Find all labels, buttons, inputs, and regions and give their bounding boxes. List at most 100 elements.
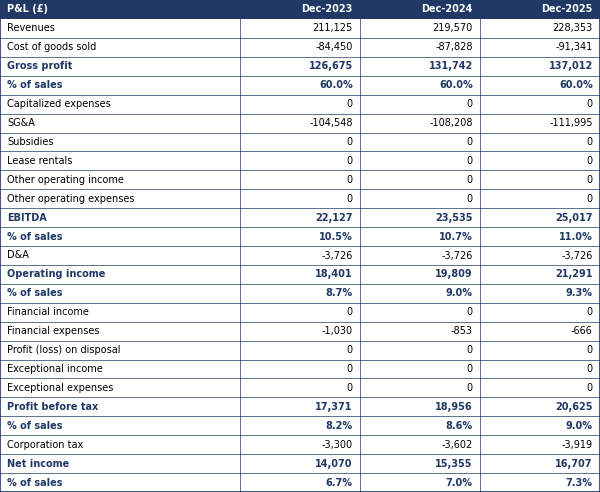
Text: 0: 0 xyxy=(467,194,473,204)
Text: -91,341: -91,341 xyxy=(556,42,593,52)
Text: 0: 0 xyxy=(347,345,353,355)
Text: -666: -666 xyxy=(571,326,593,336)
Bar xyxy=(0,473,600,492)
Text: Gross profit: Gross profit xyxy=(7,62,73,71)
Text: 23,535: 23,535 xyxy=(436,213,473,223)
Text: Capitalized expenses: Capitalized expenses xyxy=(7,99,111,109)
Bar xyxy=(0,454,600,473)
Text: -3,919: -3,919 xyxy=(562,440,593,450)
Text: 0: 0 xyxy=(587,137,593,147)
Bar xyxy=(0,152,600,170)
Text: 7.3%: 7.3% xyxy=(566,478,593,488)
Text: -3,726: -3,726 xyxy=(442,250,473,260)
Bar xyxy=(0,322,600,340)
Text: Exceptional expenses: Exceptional expenses xyxy=(7,383,113,393)
Bar xyxy=(0,189,600,208)
Text: Lease rentals: Lease rentals xyxy=(7,156,73,166)
Text: 0: 0 xyxy=(347,194,353,204)
Text: 0: 0 xyxy=(587,175,593,185)
Text: 9.3%: 9.3% xyxy=(566,288,593,298)
Text: 0: 0 xyxy=(587,194,593,204)
Text: Profit before tax: Profit before tax xyxy=(7,402,98,412)
Bar xyxy=(0,360,600,378)
Text: -3,602: -3,602 xyxy=(442,440,473,450)
Bar xyxy=(0,208,600,227)
Text: -3,300: -3,300 xyxy=(322,440,353,450)
Text: 17,371: 17,371 xyxy=(316,402,353,412)
Text: 60.0%: 60.0% xyxy=(319,80,353,90)
Text: -87,828: -87,828 xyxy=(436,42,473,52)
Text: % of sales: % of sales xyxy=(7,80,63,90)
Text: Dec-2024: Dec-2024 xyxy=(421,4,473,14)
Text: Financial income: Financial income xyxy=(7,308,89,317)
Text: 0: 0 xyxy=(467,308,473,317)
Text: 228,353: 228,353 xyxy=(553,24,593,33)
Bar xyxy=(0,265,600,284)
Text: 20,625: 20,625 xyxy=(556,402,593,412)
Text: 0: 0 xyxy=(587,156,593,166)
Bar xyxy=(0,435,600,454)
Text: 126,675: 126,675 xyxy=(308,62,353,71)
Text: 18,401: 18,401 xyxy=(315,270,353,279)
Text: -3,726: -3,726 xyxy=(562,250,593,260)
Bar xyxy=(0,76,600,94)
Text: 0: 0 xyxy=(587,345,593,355)
Text: 14,070: 14,070 xyxy=(316,459,353,468)
Text: 25,017: 25,017 xyxy=(556,213,593,223)
Bar xyxy=(0,284,600,303)
Text: 8.2%: 8.2% xyxy=(326,421,353,431)
Text: Dec-2023: Dec-2023 xyxy=(301,4,353,14)
Text: Cost of goods sold: Cost of goods sold xyxy=(7,42,97,52)
Bar xyxy=(0,0,600,19)
Text: 0: 0 xyxy=(347,156,353,166)
Bar xyxy=(0,94,600,114)
Text: 9.0%: 9.0% xyxy=(446,288,473,298)
Text: 19,809: 19,809 xyxy=(435,270,473,279)
Text: 9.0%: 9.0% xyxy=(566,421,593,431)
Bar xyxy=(0,170,600,189)
Text: 137,012: 137,012 xyxy=(548,62,593,71)
Text: 211,125: 211,125 xyxy=(313,24,353,33)
Text: D&A: D&A xyxy=(7,250,29,260)
Text: 0: 0 xyxy=(587,364,593,374)
Text: Financial expenses: Financial expenses xyxy=(7,326,100,336)
Text: Revenues: Revenues xyxy=(7,24,55,33)
Bar xyxy=(0,57,600,76)
Text: 0: 0 xyxy=(467,175,473,185)
Text: 0: 0 xyxy=(587,308,593,317)
Text: 21,291: 21,291 xyxy=(556,270,593,279)
Text: Operating income: Operating income xyxy=(7,270,106,279)
Bar xyxy=(0,340,600,360)
Text: EBITDA: EBITDA xyxy=(7,213,47,223)
Text: 0: 0 xyxy=(467,345,473,355)
Text: Subsidies: Subsidies xyxy=(7,137,54,147)
Text: % of sales: % of sales xyxy=(7,421,63,431)
Text: 0: 0 xyxy=(467,364,473,374)
Text: 0: 0 xyxy=(347,364,353,374)
Bar xyxy=(0,246,600,265)
Text: 15,355: 15,355 xyxy=(436,459,473,468)
Text: 8.6%: 8.6% xyxy=(446,421,473,431)
Text: P&L (£): P&L (£) xyxy=(7,4,48,14)
Text: 60.0%: 60.0% xyxy=(439,80,473,90)
Text: 6.7%: 6.7% xyxy=(326,478,353,488)
Text: 18,956: 18,956 xyxy=(435,402,473,412)
Text: % of sales: % of sales xyxy=(7,288,63,298)
Text: 0: 0 xyxy=(467,156,473,166)
Bar xyxy=(0,378,600,398)
Text: Other operating income: Other operating income xyxy=(7,175,124,185)
Text: Net income: Net income xyxy=(7,459,70,468)
Text: 0: 0 xyxy=(347,99,353,109)
Text: Dec-2025: Dec-2025 xyxy=(541,4,593,14)
Text: % of sales: % of sales xyxy=(7,232,63,242)
Text: % of sales: % of sales xyxy=(7,478,63,488)
Text: 0: 0 xyxy=(467,383,473,393)
Text: 219,570: 219,570 xyxy=(433,24,473,33)
Text: 8.7%: 8.7% xyxy=(326,288,353,298)
Text: -3,726: -3,726 xyxy=(322,250,353,260)
Text: 10.7%: 10.7% xyxy=(439,232,473,242)
Text: 131,742: 131,742 xyxy=(428,62,473,71)
Text: -104,548: -104,548 xyxy=(310,118,353,128)
Text: 0: 0 xyxy=(347,175,353,185)
Text: 0: 0 xyxy=(587,383,593,393)
